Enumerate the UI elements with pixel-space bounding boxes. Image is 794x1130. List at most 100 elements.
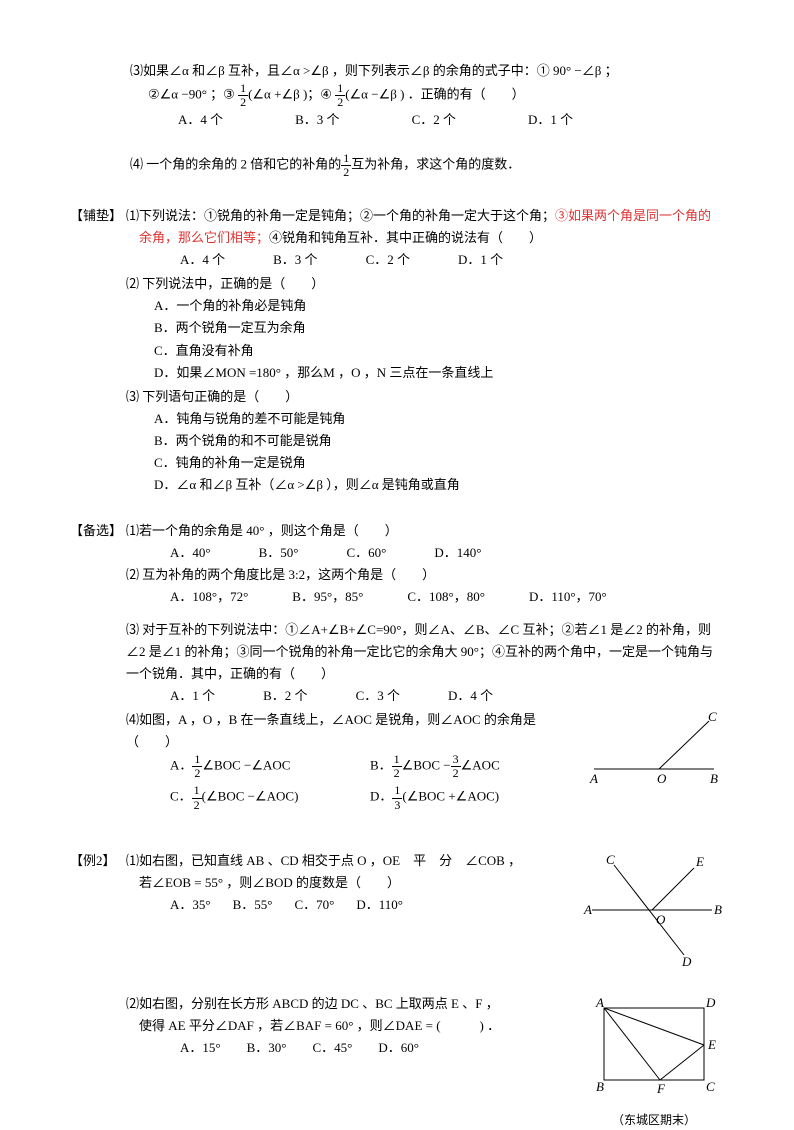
bd-q1-oc: C．2 个 bbox=[366, 249, 410, 271]
frac-half-2: 12 bbox=[335, 82, 345, 109]
li2-q2-b: 使得 AE 平分∠DAF ，若∠BAF = 60° ，则∠DAE = ( ) ． bbox=[139, 1018, 500, 1033]
bx-q4-c-post: (∠BOC −∠AOC) bbox=[202, 789, 299, 804]
q4-text-a: 一个角的余角的 2 倍和它的补角的 bbox=[146, 156, 341, 171]
li2-q2-ob: B．30° bbox=[247, 1037, 287, 1059]
li2-q1-num: ⑴ bbox=[126, 850, 139, 872]
bx-q3-oc: C．3 个 bbox=[356, 685, 400, 707]
q3-opt-c: C．2 个 bbox=[412, 109, 456, 131]
bd-q1-a: 下列说法：①锐角的补角一定是钝角；②一个角的补角一定大于这个角； bbox=[139, 208, 555, 223]
bx-q2-od: D．110°，70° bbox=[529, 586, 607, 608]
li2-q1-ob: B．55° bbox=[233, 894, 273, 916]
bd-q1-ob: B．3 个 bbox=[273, 249, 317, 271]
li2-q2-num: ⑵ bbox=[126, 993, 139, 1015]
frac-32: 32 bbox=[451, 753, 461, 780]
bx-q2-text: 互为补角的两个角度比是 3:2，这两个角是（ ） bbox=[142, 567, 435, 582]
q3-line2a: ②∠α −90° ；③ bbox=[148, 87, 238, 102]
bx-q1-ob: B．50° bbox=[259, 542, 299, 564]
svg-text:D: D bbox=[705, 995, 716, 1010]
bx-q1-oc: C．60° bbox=[346, 542, 386, 564]
svg-text:C: C bbox=[706, 1079, 715, 1094]
li2-q1-od: D．110° bbox=[356, 894, 403, 916]
beixuan-label: 【备选】 bbox=[70, 520, 126, 542]
bx-q4-b-pre: B． bbox=[370, 758, 392, 773]
q3-num: ⑶ bbox=[130, 63, 143, 78]
li2-q1-oa: A．35° bbox=[170, 894, 211, 916]
bd-q2-c: C．直角没有补角 bbox=[154, 340, 724, 362]
bx-q1-od: D．140° bbox=[434, 542, 481, 564]
q3-line2c: (∠α −∠β ) ．正确的有（ ） bbox=[345, 87, 524, 102]
bx-q1-text: 若一个角的余角是 40° ，则这个角是（ ） bbox=[139, 520, 398, 542]
bd-q2-a: A．一个角的补角必是钝角 bbox=[154, 295, 724, 317]
bx-q4-b-post-b: ∠AOC bbox=[461, 758, 500, 773]
bd-q3-b: B．两个锐角的和不可能是锐角 bbox=[154, 430, 724, 452]
bx-q4-c-pre: C． bbox=[170, 789, 192, 804]
bx-q2-ob: B．95°，85° bbox=[292, 586, 363, 608]
bx-q3-od: D．4 个 bbox=[448, 685, 493, 707]
bx-q4-d-post: (∠BOC +∠AOC) bbox=[402, 789, 499, 804]
bx-q4-d-pre: D． bbox=[370, 789, 392, 804]
svg-text:A: A bbox=[583, 902, 592, 917]
figure-star: A B C D E O bbox=[574, 850, 724, 977]
q4-text-b: 互为补角，求这个角的度数． bbox=[351, 156, 520, 171]
bd-q1-b: ④锐角和钝角互补．其中正确的说法有（ ） bbox=[269, 230, 542, 245]
svg-text:D: D bbox=[681, 954, 692, 969]
frac-half-1: 12 bbox=[238, 82, 248, 109]
bx-q4-text: 如图，A ，O ，B 在一条直线上，∠AOC 是锐角，则∠AOC 的余角是（ ） bbox=[126, 712, 536, 749]
bx-q4-num: ⑷ bbox=[126, 712, 139, 727]
li2-q1-oc: C．70° bbox=[294, 894, 334, 916]
bx-q2-oa: A．108°，72° bbox=[170, 586, 248, 608]
li2-q2-oa: A．15° bbox=[180, 1037, 221, 1059]
svg-text:B: B bbox=[714, 902, 722, 917]
li2-label: 【例2】 bbox=[70, 850, 126, 872]
svg-text:E: E bbox=[695, 854, 704, 869]
q3-opt-b: B．3 个 bbox=[295, 109, 339, 131]
bd-q3-c: C．钝角的补角一定是锐角 bbox=[154, 452, 724, 474]
bd-q1-oa: A．4 个 bbox=[180, 249, 225, 271]
q3-line1: 如果∠α 和∠β 互补，且∠α >∠β ，则下列表示∠β 的余角的式子中：① 9… bbox=[143, 63, 618, 78]
svg-text:C: C bbox=[606, 852, 615, 867]
frac-13: 13 bbox=[392, 784, 402, 811]
svg-text:B: B bbox=[710, 771, 718, 786]
q3-opt-a: A．4 个 bbox=[178, 109, 223, 131]
svg-text:E: E bbox=[707, 1037, 716, 1052]
li2-q1-b: 若∠EOB = 55° ，则∠BOD 的度数是（ ） bbox=[139, 875, 400, 890]
bx-q2-num: ⑵ bbox=[126, 567, 139, 582]
svg-text:A: A bbox=[595, 995, 604, 1010]
frac-half-b1: 12 bbox=[392, 753, 402, 780]
bx-q1-num: ⑴ bbox=[126, 520, 139, 542]
bd-q2-d: D．如果∠MON =180° ，那么M ，O ，N 三点在一条直线上 bbox=[154, 362, 724, 384]
bx-q4-a-pre: A． bbox=[170, 758, 192, 773]
figure-rect: A D E B F C （东城区期末） bbox=[584, 993, 724, 1130]
bd-q2-text: 下列说法中，正确的是（ ） bbox=[142, 276, 324, 291]
bx-q3-text: 对于互补的下列说法中：①∠A+∠B+∠C=90°，则∠A、∠B、∠C 互补；②若… bbox=[126, 622, 713, 681]
li2-q1-a: 如右图，已知直线 AB 、CD 相交于点 O ，OE 平 分 ∠COB ， bbox=[139, 853, 521, 868]
figure-aocb: A O B C bbox=[584, 709, 724, 796]
svg-text:F: F bbox=[656, 1081, 666, 1096]
svg-text:A: A bbox=[589, 771, 598, 786]
svg-text:O: O bbox=[656, 912, 666, 927]
bd-q3-text: 下列语句正确的是（ ） bbox=[142, 389, 298, 404]
svg-text:O: O bbox=[657, 771, 667, 786]
li2-q2-od: D．60° bbox=[378, 1037, 419, 1059]
frac-half-3: 12 bbox=[341, 152, 351, 179]
bx-q1-oa: A．40° bbox=[170, 542, 211, 564]
frac-half-a: 12 bbox=[192, 753, 202, 780]
bx-q3-oa: A．1 个 bbox=[170, 685, 215, 707]
bx-q3-ob: B．2 个 bbox=[263, 685, 307, 707]
bx-q4-a-post: ∠BOC −∠AOC bbox=[202, 758, 290, 773]
svg-text:C: C bbox=[708, 709, 717, 724]
q3-line2b: (∠α +∠β )；④ bbox=[248, 87, 335, 102]
bx-q4-b-post-a: ∠BOC − bbox=[402, 758, 451, 773]
bd-q2-num: ⑵ bbox=[126, 276, 139, 291]
budian-label: 【铺垫】 bbox=[70, 205, 126, 227]
bd-q3-d: D．∠α 和∠β 互补（∠α >∠β ），则∠α 是钝角或直角 bbox=[154, 474, 724, 496]
bd-q1-od: D．1 个 bbox=[458, 249, 503, 271]
bd-q3-a: A．钝角与锐角的差不可能是钝角 bbox=[154, 408, 724, 430]
li2-q2-caption: （东城区期末） bbox=[584, 1110, 724, 1130]
bd-q3-num: ⑶ bbox=[126, 389, 139, 404]
frac-half-c: 12 bbox=[192, 784, 202, 811]
q3-opt-d: D．1 个 bbox=[528, 109, 573, 131]
q4-num: ⑷ bbox=[130, 156, 143, 171]
li2-q2-oc: C．45° bbox=[312, 1037, 352, 1059]
bx-q3-num: ⑶ bbox=[126, 622, 139, 637]
